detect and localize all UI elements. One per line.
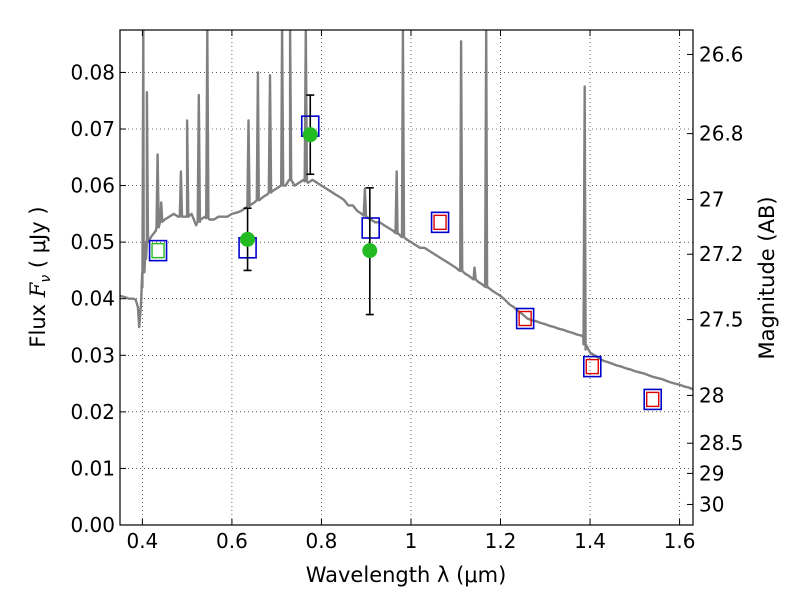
y-tick-label: 0.04 [70, 287, 115, 311]
y2-tick-label: 27.5 [699, 308, 744, 332]
x-tick-label: 0.8 [306, 529, 338, 553]
y-tick-label: 0.01 [70, 456, 115, 480]
y2-tick-label: 28.5 [699, 431, 744, 455]
y-axis-label-prefix: Flux [26, 297, 50, 347]
y2-tick-label: 29 [699, 461, 724, 485]
model-inner-box [518, 310, 532, 327]
y2-tick-label: 27.2 [699, 242, 744, 266]
x-tick-label: 1.6 [664, 529, 696, 553]
model-spectrum [120, 30, 693, 391]
axis-ticks: 0.4 0.6 0.8 1 1.2 1.4 1.6 0.00 0.01 0.02 0.03 0.04 0… [70, 30, 744, 553]
y-tick-label: 0.08 [70, 60, 115, 84]
x-tick-label: 1 [405, 529, 418, 553]
model-photometry-box [582, 355, 602, 378]
x-tick-label: 0.4 [126, 529, 158, 553]
x-tick-label: 0.6 [216, 529, 248, 553]
y-tick-label: 0.07 [70, 117, 115, 141]
y-axis-label-suffix: ( μJy ) [26, 206, 50, 274]
model-photometry-box [361, 217, 380, 239]
y-axis-label: Flux Fν ( μJy ) [26, 206, 54, 347]
y2-tick-label: 26.6 [699, 42, 744, 66]
x-axis-label: Wavelength λ (μm) [306, 563, 507, 587]
model-photometry-box [515, 307, 535, 330]
model-photometry-box [148, 239, 168, 262]
grid [120, 30, 693, 526]
model-photometry-box [430, 211, 450, 234]
y-tick-label: 0.06 [70, 174, 115, 198]
y2-tick-label: 27 [699, 187, 724, 211]
y-tick-label: 0.02 [70, 400, 115, 424]
y-tick-label: 0.05 [70, 230, 115, 254]
x-tick-label: 1.2 [485, 529, 517, 553]
model-inner-box [433, 214, 447, 231]
y2-axis-label: Magnitude (AB) [755, 196, 779, 359]
model-inner-box [585, 358, 599, 375]
observed-point [302, 127, 318, 143]
x-tick-label: 1.4 [574, 529, 606, 553]
y-tick-label: 0.00 [70, 513, 115, 537]
y-tick-label: 0.03 [70, 343, 115, 367]
spectrum-line [120, 30, 693, 391]
observed-point [240, 231, 256, 247]
model-inner-box-green [151, 242, 165, 259]
photometry-points [148, 94, 663, 411]
observed-point [362, 243, 378, 259]
model-inner-box [646, 391, 660, 408]
y2-tick-label: 30 [699, 492, 724, 516]
model-photometry-box [643, 388, 663, 411]
y2-tick-label: 28 [699, 383, 724, 407]
plot-frame [119, 29, 694, 526]
y-axis-label-var: F [26, 281, 50, 298]
y-axis-label-sub: ν [38, 275, 54, 283]
y2-tick-label: 26.8 [699, 122, 744, 146]
